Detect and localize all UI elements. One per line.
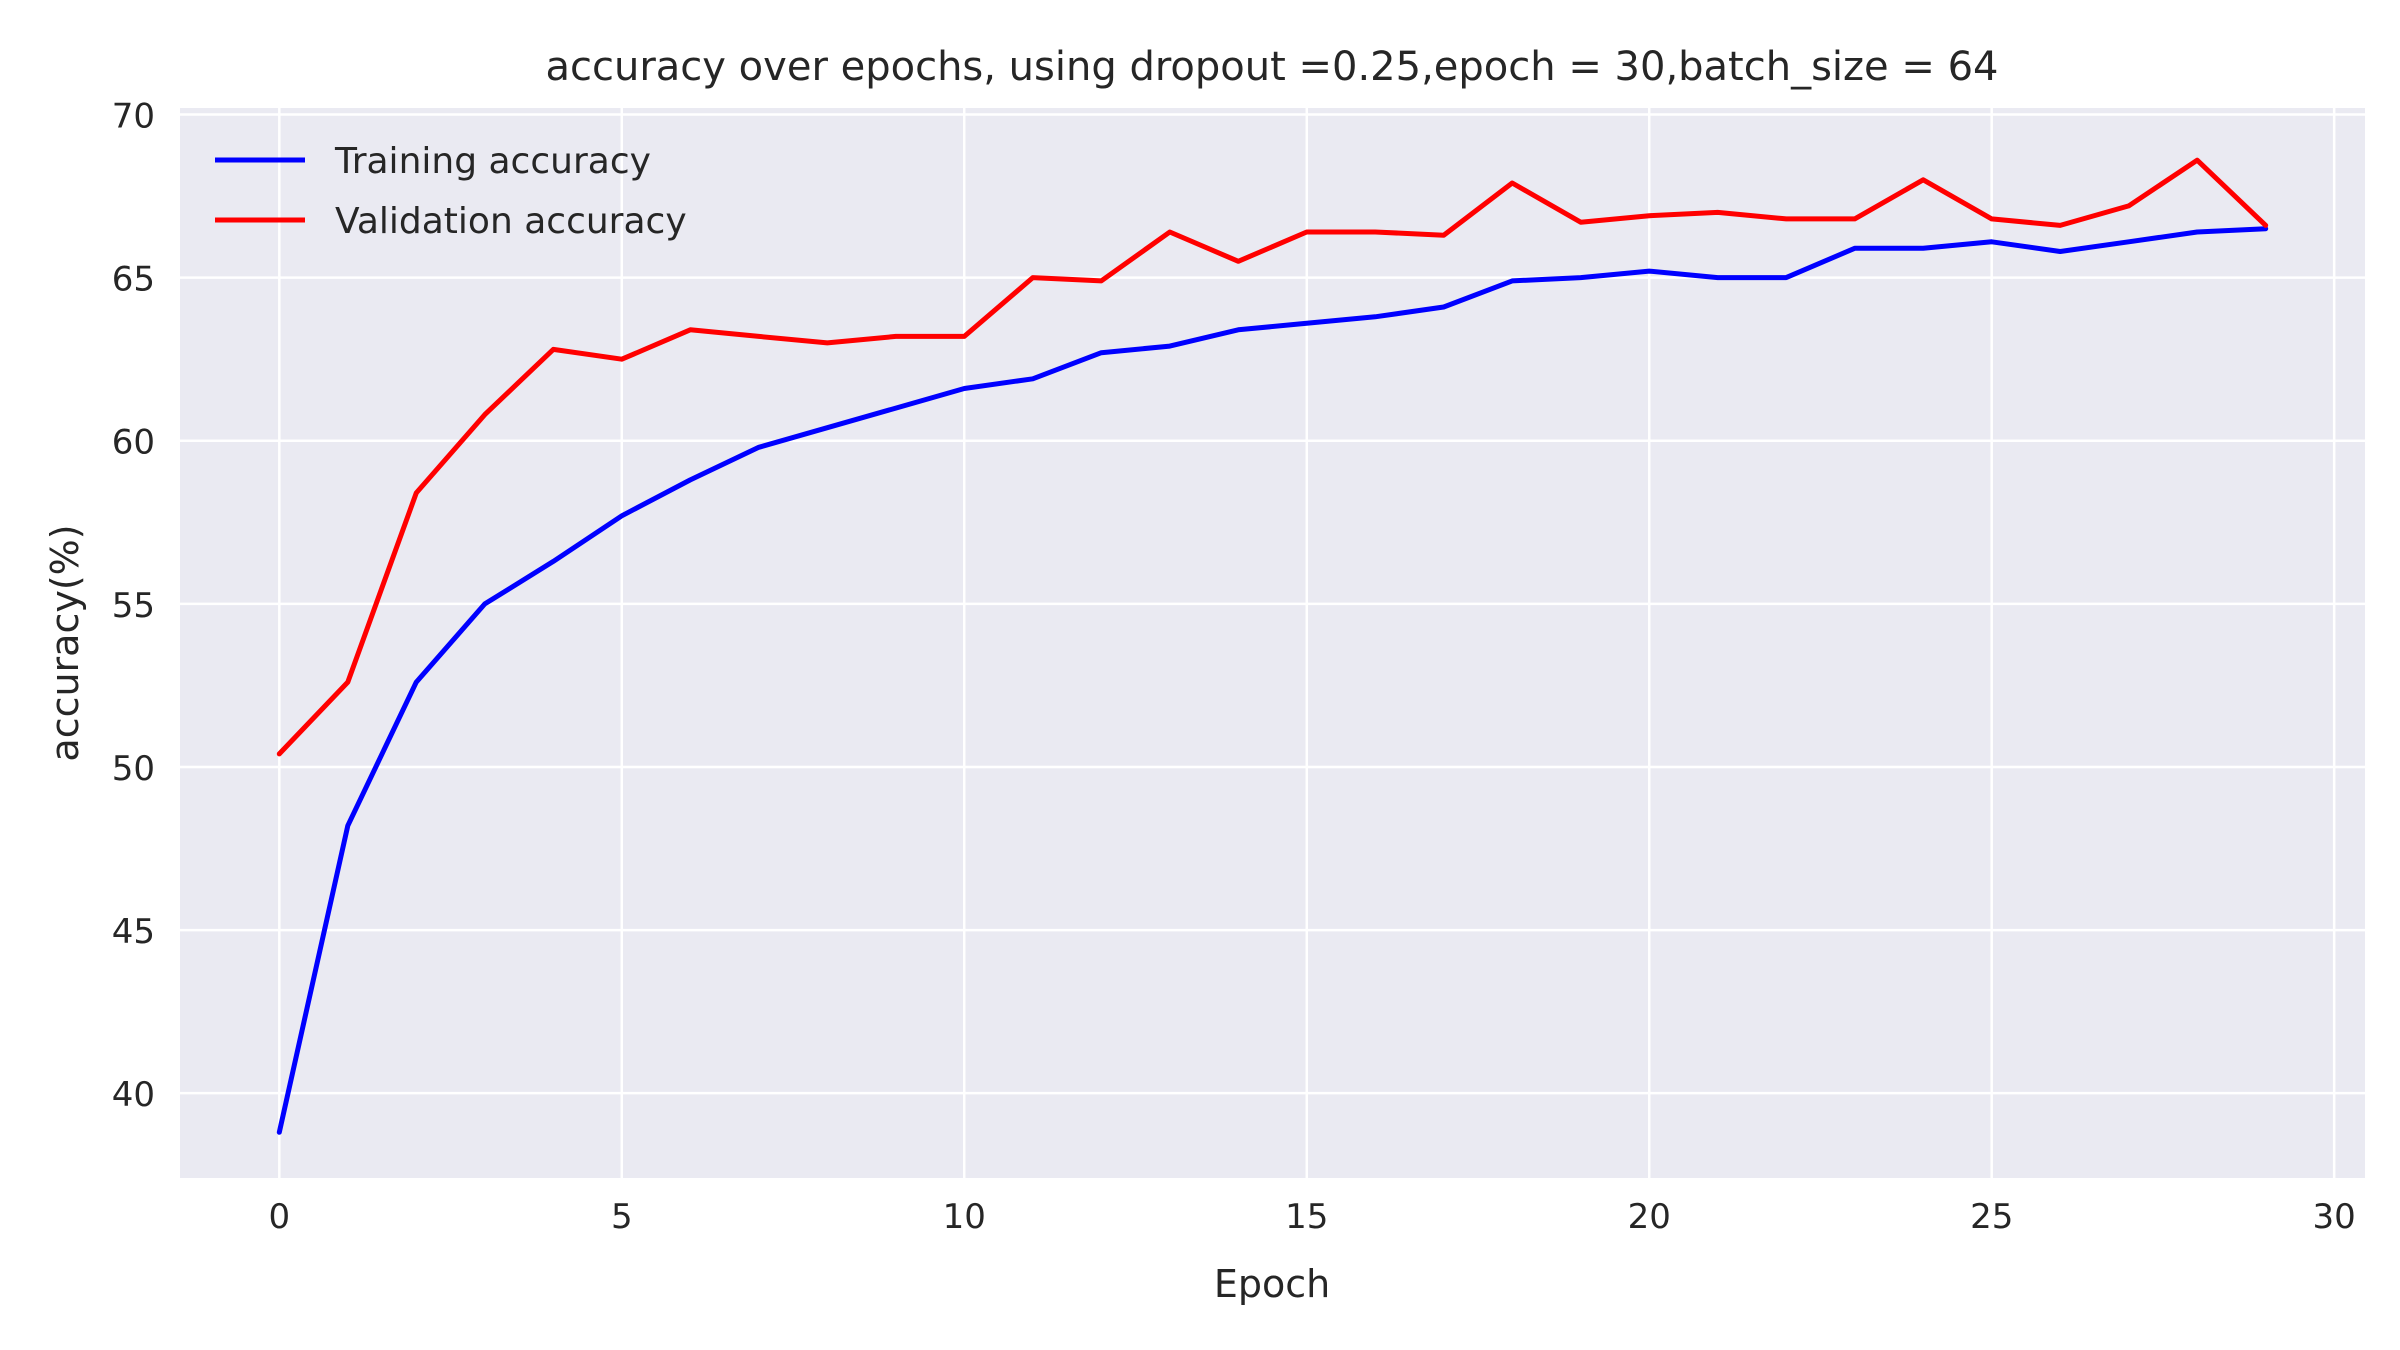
y-tick-label: 55 — [112, 586, 155, 626]
x-tick-labels: 0 5 10 15 20 25 30 — [268, 1197, 2355, 1237]
y-tick-label: 45 — [112, 912, 155, 952]
training-accuracy-line — [276, 226, 2269, 1135]
x-axis-label: Epoch — [1214, 1262, 1330, 1306]
plot-area — [180, 108, 2365, 1178]
legend-label-validation: Validation accuracy — [335, 201, 687, 242]
x-tick-label: 20 — [1628, 1197, 1671, 1237]
legend: Training accuracy Validation accuracy — [215, 141, 687, 242]
y-tick-label: 40 — [112, 1075, 155, 1115]
grid-lines — [180, 108, 2365, 1178]
y-tick-labels: 40 45 50 55 60 65 70 — [112, 97, 155, 1116]
data-series — [276, 157, 2269, 1135]
x-tick-label: 10 — [943, 1197, 986, 1237]
y-axis-label: accuracy(%) — [43, 524, 87, 761]
legend-label-training: Training accuracy — [334, 141, 651, 182]
y-tick-label: 50 — [112, 749, 155, 789]
validation-accuracy-line — [276, 157, 2269, 757]
x-tick-label: 0 — [268, 1197, 290, 1237]
chart-title: accuracy over epochs, using dropout =0.2… — [546, 44, 1999, 90]
y-tick-label: 65 — [112, 260, 155, 300]
x-tick-label: 25 — [1970, 1197, 2013, 1237]
x-tick-label: 15 — [1285, 1197, 1328, 1237]
x-tick-label: 5 — [611, 1197, 633, 1237]
y-tick-label: 70 — [112, 97, 155, 137]
x-tick-label: 30 — [2313, 1197, 2356, 1237]
y-tick-label: 60 — [112, 423, 155, 463]
